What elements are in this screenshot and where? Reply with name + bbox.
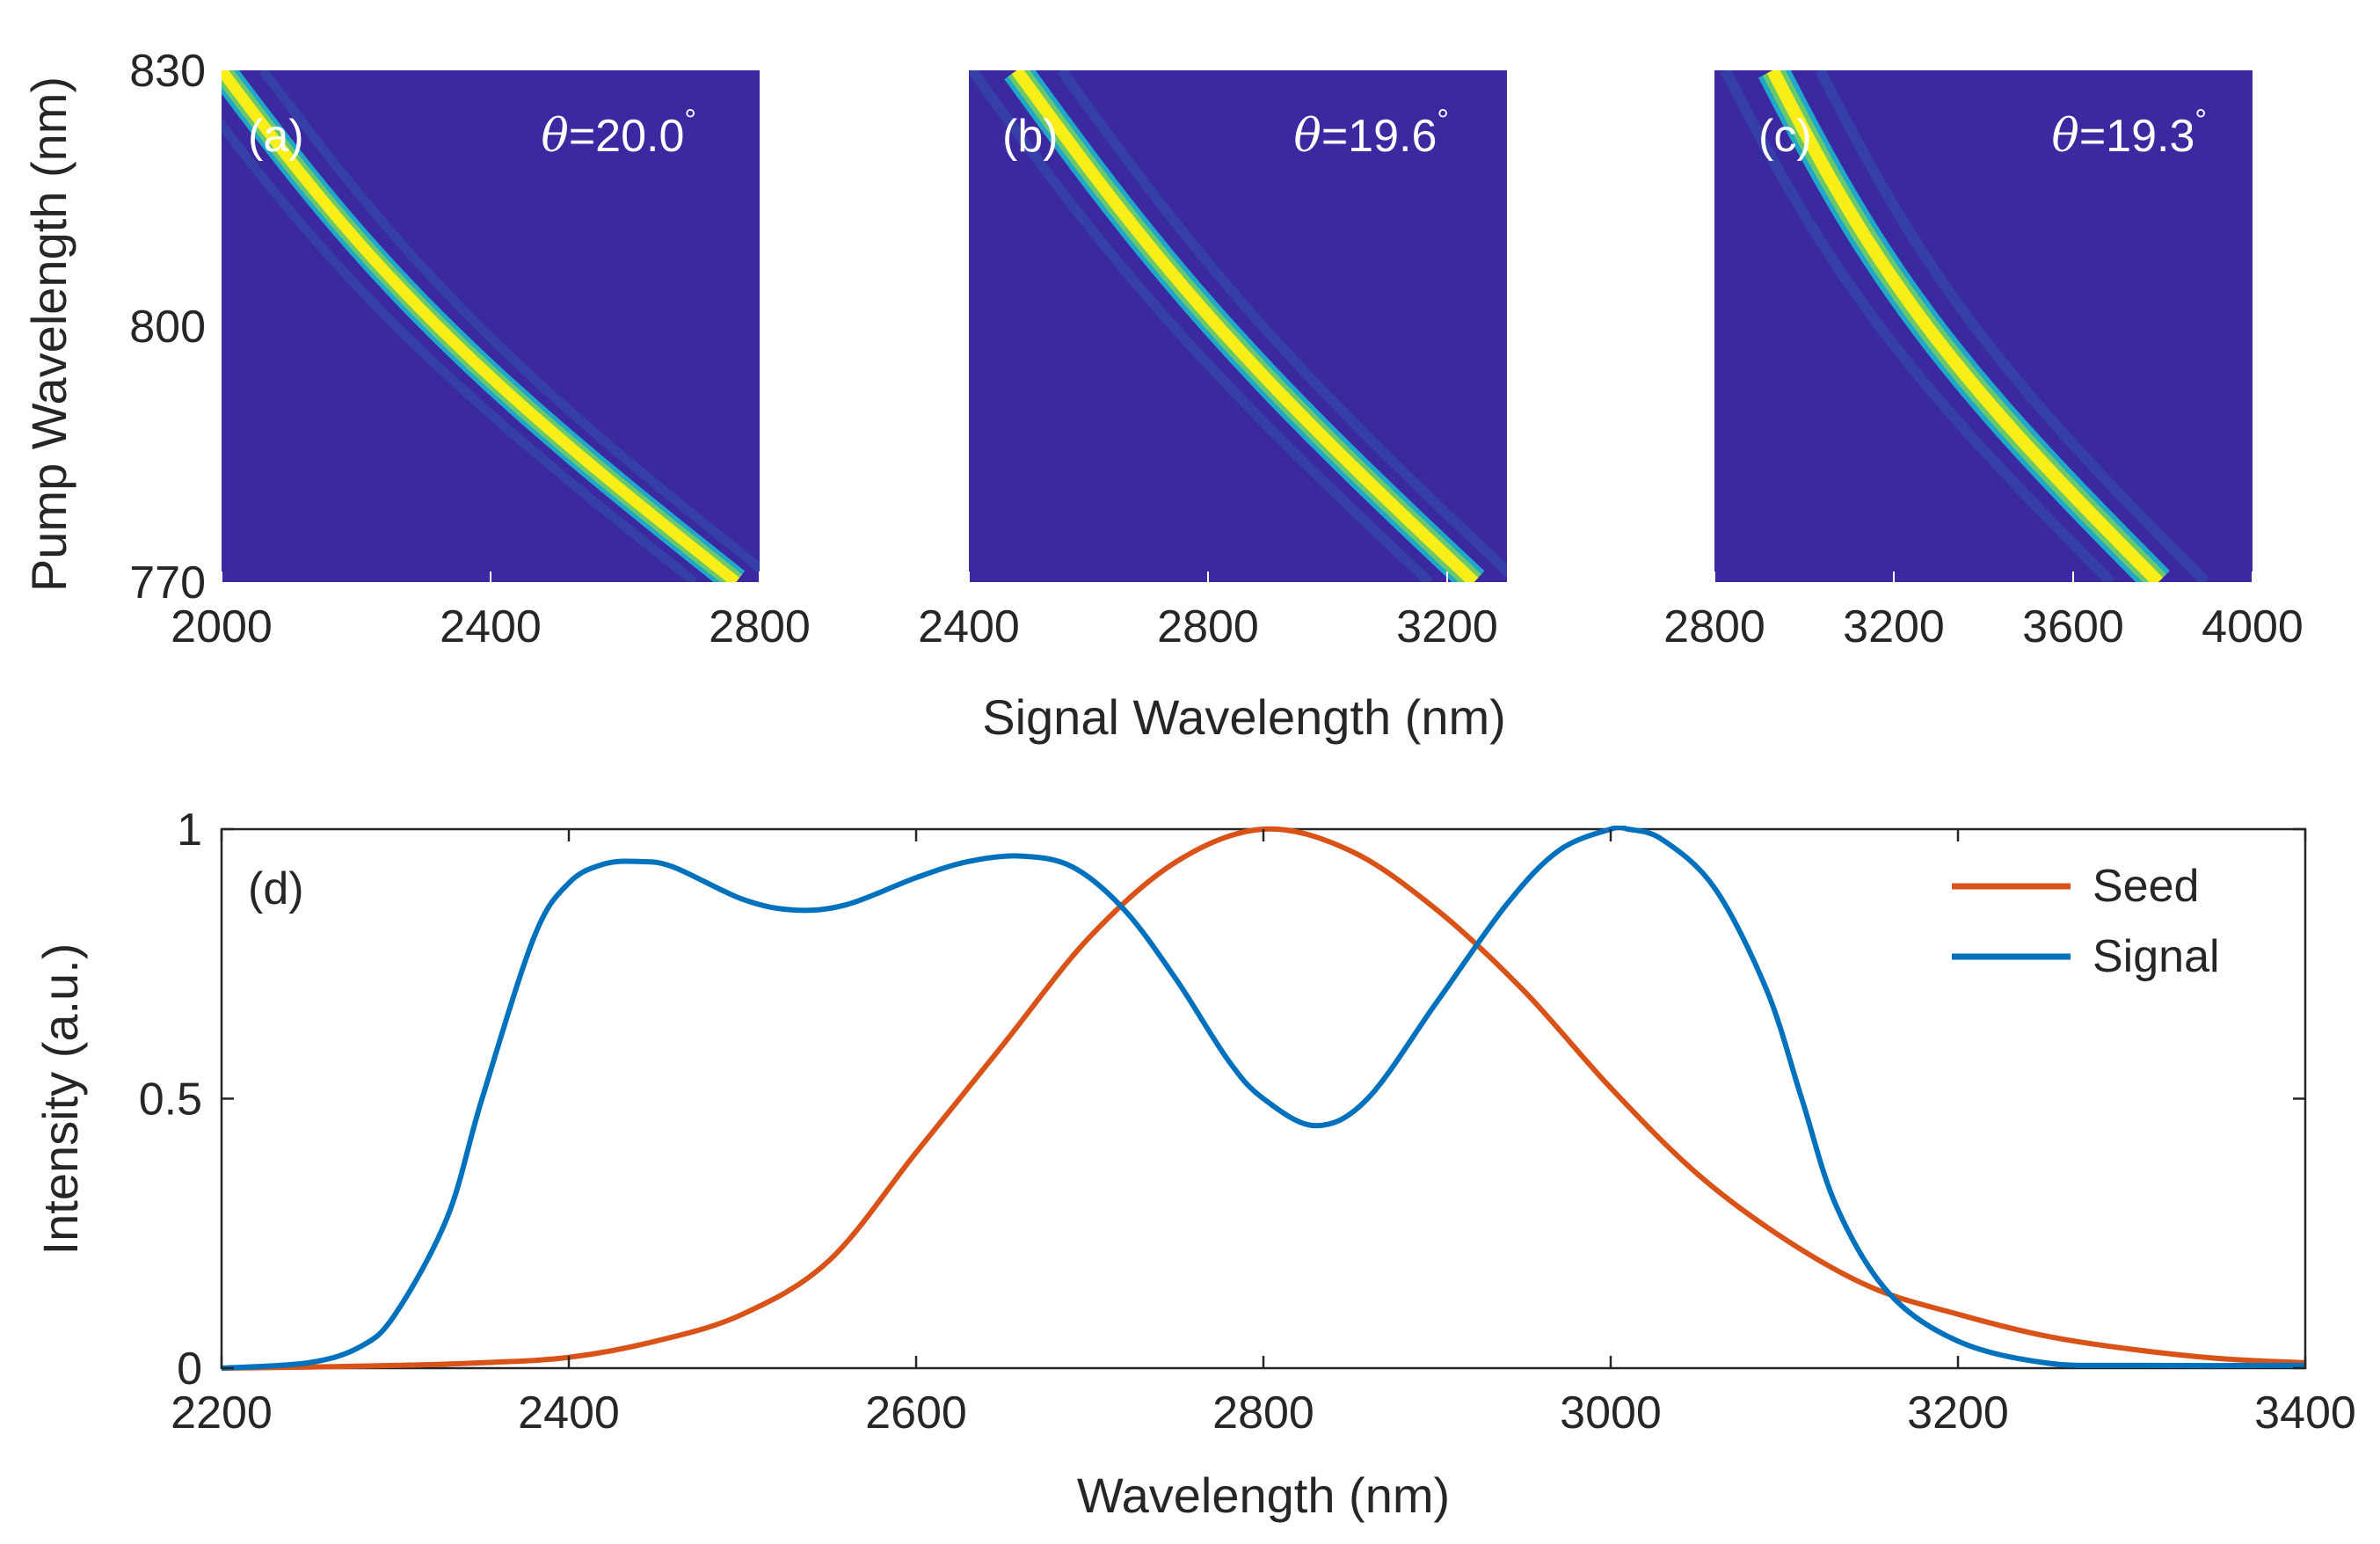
x-tick-label: 2600 [865, 1387, 967, 1438]
angle-annotation-b: θ=19.6° [1294, 104, 1450, 163]
x-tick-label: 2800 [1212, 1387, 1314, 1438]
panel-label-d: (d) [248, 863, 304, 914]
y-tick-label: 1 [177, 805, 202, 856]
ridge-side-lobe [258, 70, 760, 574]
ridge-side-lobe [1815, 70, 2210, 582]
phase-matching-ridge [1721, 70, 2210, 582]
heatmap-a-ticks: 2000 2400 2800 770 800 830 [129, 46, 811, 652]
y-tick-label: 830 [129, 46, 206, 97]
line-chart-panel-d: 2200 2400 2600 2800 3000 3200 3400 0 0.5 1 (d) In… [33, 805, 2356, 1523]
shared-x-axis-label: Signal Wavelength (nm) [982, 689, 1506, 745]
heatmap-panel-c: (c) θ=19.3° 2800 3200 3600 4000 [1663, 70, 2304, 652]
x-tick-label: 2200 [171, 1387, 273, 1438]
heatmap-panel-b: (b) θ=19.6° 2400 2800 3200 [918, 70, 1507, 652]
legend: Seed Signal [1952, 861, 2220, 982]
x-tick-label: 3200 [1907, 1387, 2009, 1438]
x-tick-label: 2400 [440, 601, 542, 652]
heatmap-b-ticks: 2400 2800 3200 [918, 572, 1498, 652]
panel-label-c: (c) [1758, 111, 1812, 162]
x-tick-label: 4000 [2202, 601, 2304, 652]
y-tick-label: 770 [129, 557, 206, 608]
x-tick-label: 3200 [1843, 601, 1945, 652]
heatmap-b-plot-area [969, 70, 1507, 582]
x-tick-label: 3200 [1396, 601, 1498, 652]
ridge-side-lobe [1057, 70, 1507, 579]
y-tick-label: 0 [177, 1344, 202, 1395]
line-chart-ticks: 2200 2400 2600 2800 3000 3200 3400 0 0.5 1 [139, 805, 2356, 1438]
x-tick-label: 3400 [2254, 1387, 2356, 1438]
legend-seed-label: Seed [2093, 861, 2199, 912]
ridge-side-lobe [222, 117, 698, 582]
legend-signal-label: Signal [2093, 931, 2220, 982]
line-chart-x-axis-label: Wavelength (nm) [1077, 1468, 1450, 1523]
x-tick-label: 2800 [1157, 601, 1259, 652]
ridge-peak [1011, 70, 1479, 582]
panel-label-b: (b) [1002, 111, 1059, 162]
angle-annotation-c: θ=19.3° [2052, 104, 2208, 163]
x-tick-label: 2400 [518, 1387, 620, 1438]
ridge-peak [1766, 70, 2164, 582]
angle-annotation-a: θ=20.0° [542, 104, 697, 163]
heatmap-c-plot-area [1714, 70, 2253, 582]
ridge-side-lobe [969, 70, 1433, 582]
shared-y-axis-label: Pump Wavelength (nm) [21, 76, 76, 592]
phase-matching-ridge [969, 70, 1507, 582]
heatmap-background [222, 70, 760, 582]
y-tick-label: 800 [129, 302, 206, 353]
heatmap-panel-a: (a) θ=20.0° 2000 2400 2800 770 800 830 [129, 46, 811, 652]
line-chart-y-axis-label: Intensity (a.u.) [33, 943, 88, 1256]
panel-label-a: (a) [248, 111, 304, 162]
x-tick-label: 3000 [1560, 1387, 1662, 1438]
ridge-side-lobe [1721, 70, 2115, 582]
ridge-peak [222, 70, 740, 582]
series-line-signal [222, 826, 2305, 1371]
x-tick-label: 2400 [918, 601, 1020, 652]
y-tick-label: 0.5 [139, 1074, 202, 1125]
x-tick-label: 2000 [171, 601, 273, 652]
heatmap-a-plot-area [222, 70, 760, 582]
phase-matching-ridge [222, 70, 760, 582]
x-tick-label: 2800 [709, 601, 811, 652]
x-tick-label: 2800 [1663, 601, 1765, 652]
heatmap-c-ticks: 2800 3200 3600 4000 [1663, 572, 2304, 652]
x-tick-label: 3600 [2022, 601, 2124, 652]
